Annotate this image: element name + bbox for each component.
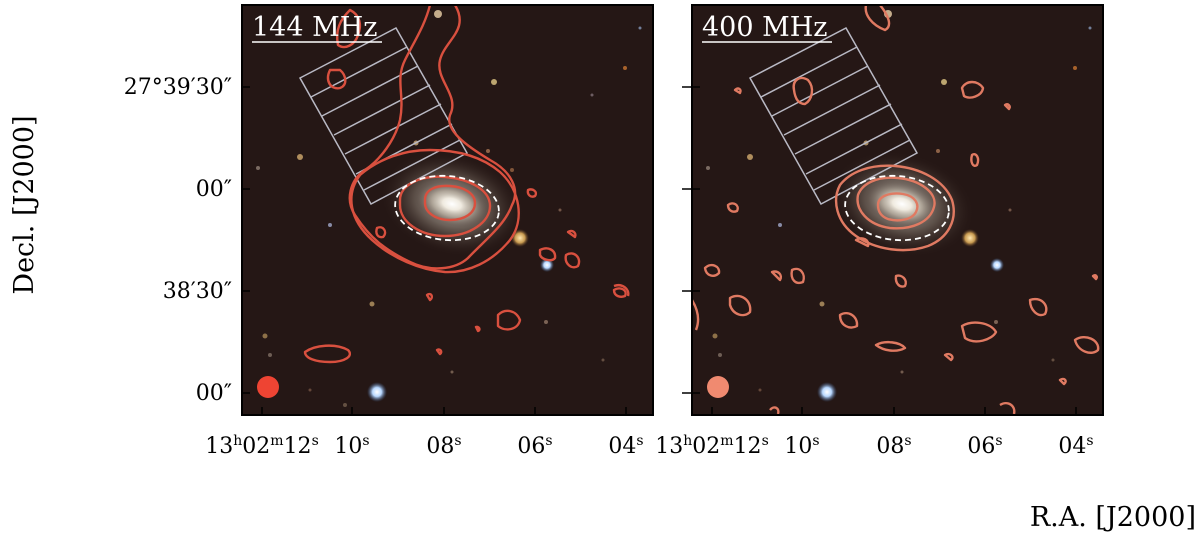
y-tick-label: 00″ xyxy=(196,177,232,202)
x-tick-label: 10s xyxy=(784,433,819,459)
x-tick-labels-right: 13h02m12s 10s 08s 06s 04s xyxy=(655,433,1093,459)
star xyxy=(367,382,387,402)
y-tick-labels: 27°39′30″ 00″ 38′30″ 00″ xyxy=(124,75,232,406)
x-tick-label: 13h02m12s xyxy=(205,433,319,459)
hatched-box xyxy=(748,27,919,206)
panel-label: 144 MHz xyxy=(252,12,378,43)
source-ellipse xyxy=(844,174,950,242)
x-tick-labels-left: 13h02m12s 10s 08s 06s 04s xyxy=(205,433,643,459)
radio-contours-144 xyxy=(303,5,630,364)
x-tick-label: 13h02m12s xyxy=(655,433,769,459)
y-axis-title: Decl. [J2000] xyxy=(9,115,40,294)
star xyxy=(961,229,979,247)
x-tick-label: 04s xyxy=(1058,433,1093,459)
beam-marker xyxy=(257,376,279,398)
panel-frame xyxy=(241,4,654,416)
ticks-right xyxy=(682,86,1077,415)
panel-144: 144 MHz xyxy=(241,4,654,416)
panel-label: 400 MHz xyxy=(702,12,828,43)
star xyxy=(817,382,837,402)
x-tick-label: 04s xyxy=(608,433,643,459)
y-tick-label: 27°39′30″ xyxy=(124,75,232,100)
ticks-left xyxy=(242,86,627,415)
radio-contours-400 xyxy=(692,5,1100,415)
star xyxy=(990,258,1004,272)
y-tick-label: 00″ xyxy=(196,381,232,406)
star xyxy=(540,258,554,272)
x-tick-label: 06s xyxy=(517,433,552,459)
x-tick-label: 06s xyxy=(967,433,1002,459)
x-tick-label: 10s xyxy=(334,433,369,459)
star xyxy=(511,229,529,247)
beam-marker xyxy=(707,376,729,398)
panel-400: 400 MHz xyxy=(682,4,1104,416)
panel-frame xyxy=(691,4,1104,416)
y-tick-label: 38′30″ xyxy=(163,279,232,304)
x-axis-title: R.A. [J2000] xyxy=(1030,502,1196,533)
x-tick-label: 08s xyxy=(876,433,911,459)
x-tick-label: 08s xyxy=(426,433,461,459)
source-ellipse xyxy=(394,174,500,242)
hatched-box xyxy=(298,27,469,206)
